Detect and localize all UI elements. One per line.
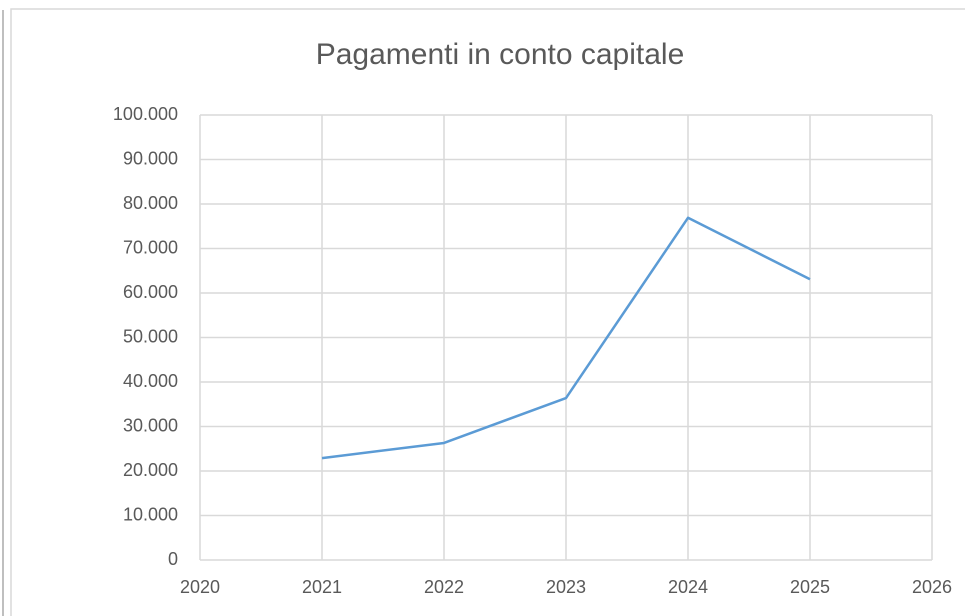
x-tick-label: 2023 bbox=[546, 577, 586, 597]
y-tick-label: 50.000 bbox=[123, 326, 178, 346]
y-tick-label: 10.000 bbox=[123, 504, 178, 524]
chart-title: Pagamenti in conto capitale bbox=[316, 38, 685, 71]
y-tick-label: 60.000 bbox=[123, 282, 178, 302]
x-tick-label: 2026 bbox=[912, 577, 952, 597]
x-tick-label: 2025 bbox=[790, 577, 830, 597]
y-tick-label: 80.000 bbox=[123, 193, 178, 213]
x-tick-label: 2022 bbox=[424, 577, 464, 597]
y-tick-label: 20.000 bbox=[123, 460, 178, 480]
x-tick-label: 2020 bbox=[180, 577, 220, 597]
y-tick-label: 70.000 bbox=[123, 237, 178, 257]
y-tick-label: 0 bbox=[168, 549, 178, 569]
y-tick-label: 100.000 bbox=[113, 104, 178, 124]
chart-frame bbox=[10, 8, 965, 616]
x-tick-label: 2021 bbox=[302, 577, 342, 597]
x-tick-label: 2024 bbox=[668, 577, 708, 597]
y-tick-label: 40.000 bbox=[123, 371, 178, 391]
y-tick-label: 30.000 bbox=[123, 415, 178, 435]
y-tick-label: 90.000 bbox=[123, 148, 178, 168]
data-line bbox=[321, 216, 811, 460]
